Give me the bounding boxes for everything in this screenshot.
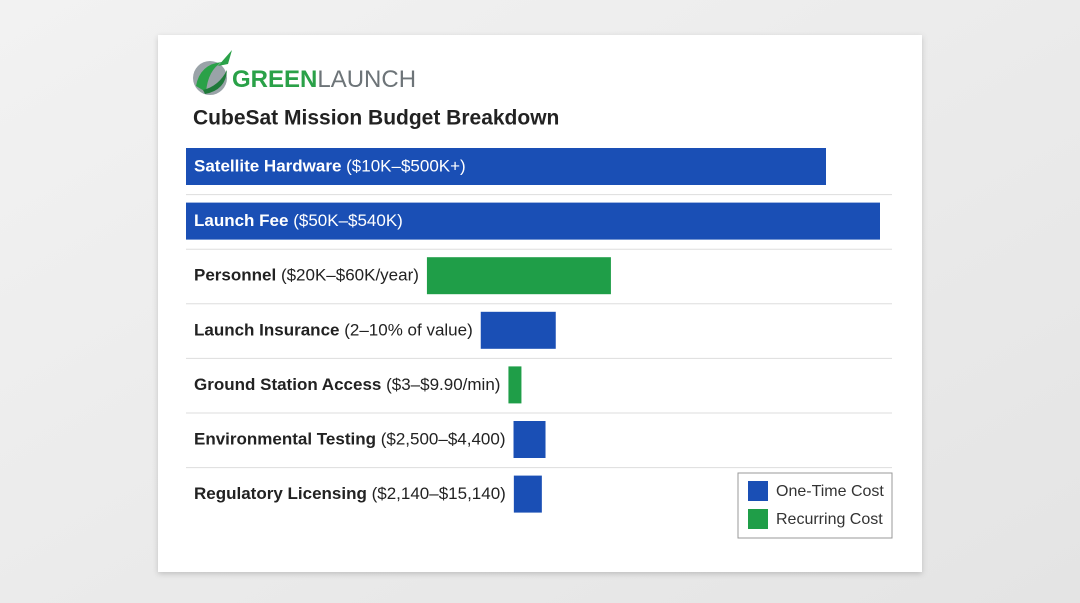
category-name: Satellite Hardware [194, 157, 341, 176]
cost-range: ($50K–$540K) [293, 212, 403, 231]
category-label: Regulatory Licensing ($2,140–$15,140) [194, 485, 506, 504]
legend: One-Time Cost Recurring Cost [737, 472, 893, 539]
category-label: Ground Station Access ($3–$9.90/min) [194, 375, 500, 394]
bar [513, 475, 542, 513]
bar [513, 421, 546, 458]
logo-icon [193, 50, 232, 95]
legend-label: One-Time Cost [776, 483, 884, 500]
category-name: Regulatory Licensing [194, 485, 367, 504]
chart-title: CubeSat Mission Budget Breakdown [193, 107, 559, 130]
cost-range: ($2,500–$4,400) [381, 430, 506, 449]
legend-label: Recurring Cost [776, 511, 883, 528]
logo-text: GREENLAUNCH [232, 66, 416, 93]
category-label: Satellite Hardware ($10K–$500K+) [194, 157, 466, 176]
cost-range: ($10K–$500K+) [346, 157, 466, 176]
category-label: Environmental Testing ($2,500–$4,400) [194, 430, 506, 449]
bar [186, 202, 880, 240]
category-label: Launch Insurance (2–10% of value) [194, 321, 473, 340]
category-label: Personnel ($20K–$60K/year) [194, 266, 419, 285]
bar [508, 366, 522, 404]
category-label: Launch Fee ($50K–$540K) [194, 212, 403, 231]
cost-range: ($3–$9.90/min) [386, 375, 500, 394]
category-name: Ground Station Access [194, 375, 381, 394]
logo-green: GREEN [232, 66, 317, 93]
bar [480, 311, 556, 349]
cost-range: (2–10% of value) [344, 321, 473, 340]
cost-range: ($2,140–$15,140) [372, 485, 506, 504]
bar [186, 148, 826, 185]
cost-range: ($20K–$60K/year) [281, 266, 419, 285]
logo-gray: LAUNCH [317, 66, 416, 93]
legend-swatch [748, 481, 768, 501]
bar [426, 257, 611, 295]
category-name: Launch Fee [194, 212, 288, 231]
legend-swatch [748, 509, 768, 529]
category-name: Environmental Testing [194, 430, 376, 449]
category-name: Personnel [194, 266, 276, 285]
category-name: Launch Insurance [194, 321, 339, 340]
